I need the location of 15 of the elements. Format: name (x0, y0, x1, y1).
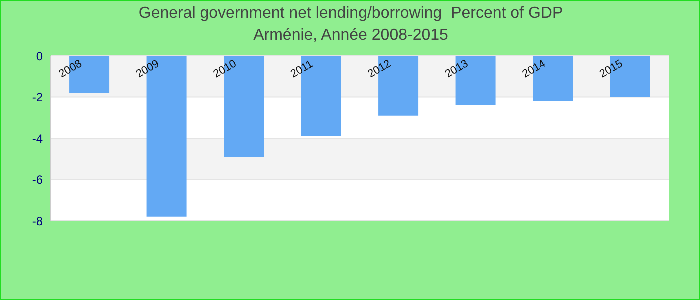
x-tick-label: 2008 (57, 58, 84, 81)
x-tick-label: 2010 (212, 58, 239, 81)
y-tick-label: -8 (32, 214, 44, 228)
x-tick-label: 2011 (288, 58, 316, 81)
x-tick-label: 2009 (134, 58, 162, 81)
x-tick-label: 2015 (598, 58, 626, 81)
y-tick-label: -2 (32, 90, 44, 105)
x-tick-label: 2014 (520, 58, 548, 81)
chart-subtitle: Arménie, Année 2008-2015 (252, 27, 450, 45)
x-tick-label: 2012 (366, 58, 394, 81)
chart-title: General government net lending/borrowing Percent of GDP (138, 5, 564, 23)
y-tick-label: 0 (36, 49, 44, 64)
y-tick-label: -4 (32, 132, 44, 146)
y-tick-label: -6 (32, 173, 44, 188)
x-tick-label: 2013 (443, 58, 471, 81)
